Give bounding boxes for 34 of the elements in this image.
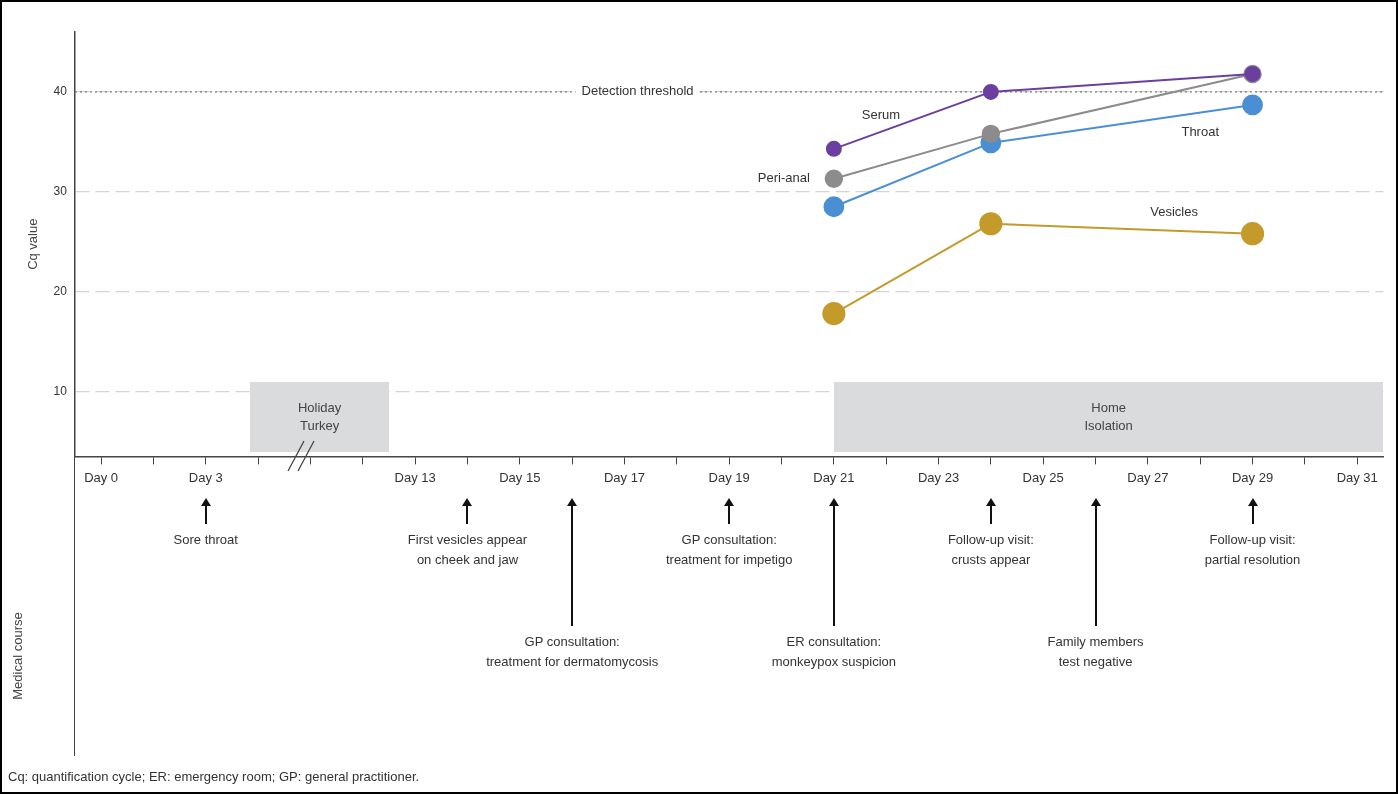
y-tick-label: 40 xyxy=(53,84,68,99)
text: Cq: quantification cycle; ER: emergency room; GP: general practitioner. xyxy=(8,769,420,784)
x-tick-label: Day 25 xyxy=(1022,469,1064,485)
x-tick-label: Day 0 xyxy=(84,469,119,485)
text: Follow-up visit: partial resolution xyxy=(1204,531,1301,570)
x-tick-label: Day 3 xyxy=(188,469,223,485)
series-label: Serum xyxy=(861,107,901,123)
text: Follow-up visit: crusts appear xyxy=(947,531,1034,570)
text: Family members test negative xyxy=(1047,633,1144,672)
y-tick-label: 20 xyxy=(53,283,68,298)
y-tick-label: 30 xyxy=(53,184,68,199)
x-tick-label: Day 15 xyxy=(499,469,541,485)
text: Medical course xyxy=(9,612,25,701)
x-tick-label: Day 19 xyxy=(708,469,750,485)
y-axis-title: Cq value xyxy=(25,218,41,270)
x-tick-label: Day 21 xyxy=(813,469,855,485)
x-tick-label: Day 13 xyxy=(394,469,436,485)
x-tick-label: Day 31 xyxy=(1336,469,1378,485)
text: GP consultation: treatment for dermatomycosis xyxy=(486,633,659,672)
x-tick-label: Day 23 xyxy=(917,469,960,485)
text: Sore throat xyxy=(173,531,238,550)
x-tick-label: Day 17 xyxy=(603,469,646,485)
x-tick-label: Day 29 xyxy=(1231,469,1274,485)
x-tick-label: Day 27 xyxy=(1127,469,1169,485)
text: GP consultation: treatment for impetigo xyxy=(665,531,793,570)
text: First vesicles appear on cheek and jaw xyxy=(407,531,528,570)
series-label: Peri-anal xyxy=(757,170,810,186)
shaded-box: Holiday Turkey xyxy=(250,382,389,453)
y-tick-label: 10 xyxy=(53,383,68,398)
text: ER consultation: monkeypox suspicion xyxy=(771,633,896,672)
series-label: Throat xyxy=(1181,124,1220,140)
series-label: Vesicles xyxy=(1150,204,1199,220)
ref-line-label: Detection threshold xyxy=(581,83,694,99)
shaded-box: Home Isolation xyxy=(833,382,1384,453)
